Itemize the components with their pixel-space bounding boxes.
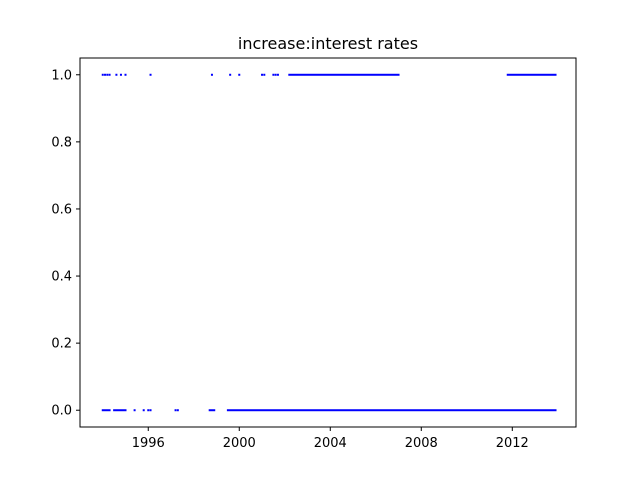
x-tick-label: 2000: [223, 436, 256, 451]
data-point: [149, 409, 152, 412]
y-tick-label: 0.0: [51, 404, 72, 419]
y-tick-label: 0.4: [51, 270, 72, 285]
y-tick-label: 1.0: [51, 68, 72, 83]
x-tick-label: 2008: [405, 436, 438, 451]
chart-title: increase:interest rates: [238, 34, 418, 53]
data-point: [108, 73, 111, 76]
data-point: [272, 73, 275, 76]
data-point-run: [208, 409, 216, 412]
x-tick-label: 2012: [496, 436, 529, 451]
data-point: [115, 73, 118, 76]
data-points: [101, 73, 557, 412]
data-point: [174, 409, 177, 412]
data-point: [124, 73, 127, 76]
plot-frame: [79, 57, 577, 428]
x-tick-label: 1996: [132, 436, 165, 451]
y-tick-label: 0.2: [51, 337, 72, 352]
data-point-run: [226, 409, 557, 412]
data-point-run: [113, 409, 127, 412]
data-point-run: [506, 73, 557, 76]
data-point: [147, 409, 150, 412]
data-point: [104, 73, 107, 76]
data-point: [276, 73, 279, 76]
data-point: [274, 73, 277, 76]
data-point: [210, 73, 213, 76]
data-point: [238, 73, 241, 76]
data-point: [176, 409, 179, 412]
data-point-run: [288, 73, 400, 76]
x-tick-label: 2004: [314, 436, 347, 451]
y-axis: 0.0 0.2 0.4 0.6 0.8 1.0: [51, 68, 80, 419]
y-tick-label: 0.6: [51, 202, 72, 217]
data-point: [149, 73, 152, 76]
data-point: [101, 73, 104, 76]
data-point-run: [101, 409, 111, 412]
data-point: [133, 409, 136, 412]
data-point: [261, 73, 264, 76]
data-point: [263, 73, 266, 76]
data-point: [119, 73, 122, 76]
data-point: [229, 73, 232, 76]
y-tick-label: 0.8: [51, 135, 72, 150]
data-point: [106, 73, 109, 76]
data-point: [142, 409, 145, 412]
x-axis: 1996 2000 2004 2008 2012: [132, 427, 529, 451]
